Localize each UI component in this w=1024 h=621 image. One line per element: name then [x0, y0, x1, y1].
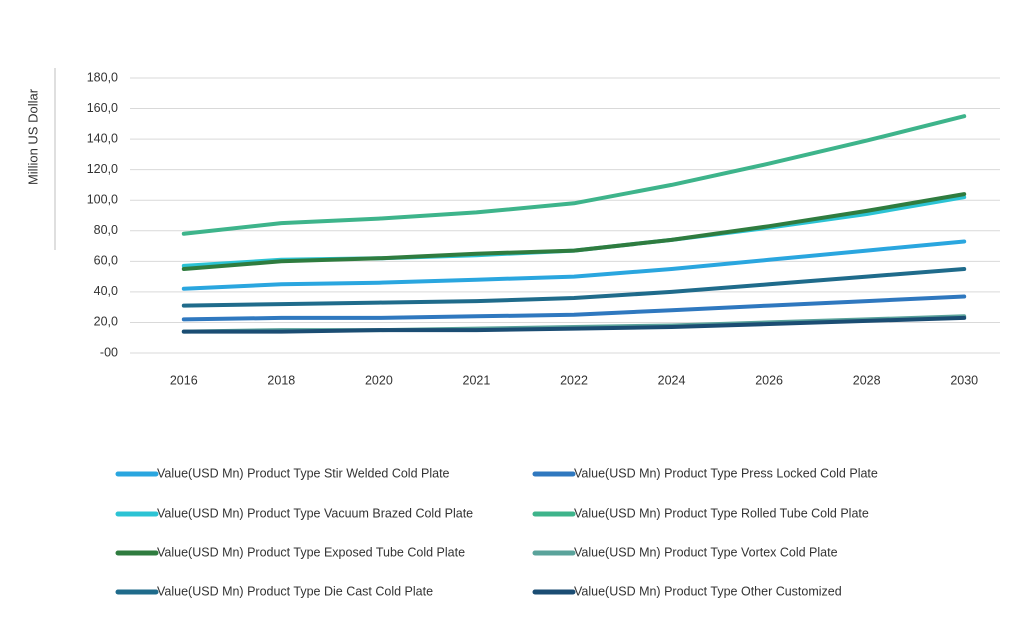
y-tick-label: 40,0 — [94, 284, 118, 298]
x-tick-label: 2018 — [267, 373, 295, 387]
series-line — [181, 315, 967, 334]
x-tick-label: 2024 — [658, 373, 686, 387]
series-line — [181, 294, 967, 322]
x-tick-label: 2016 — [170, 373, 198, 387]
y-tick-label: -00 — [100, 345, 118, 359]
series-line — [181, 192, 967, 271]
y-axis-label: Million US Dollar — [25, 88, 40, 185]
x-tick-label: 2021 — [463, 373, 491, 387]
series-line — [181, 267, 967, 308]
y-tick-label: 80,0 — [94, 223, 118, 237]
y-tick-label: 100,0 — [87, 193, 118, 207]
series-line — [181, 239, 967, 291]
y-tick-label: 20,0 — [94, 315, 118, 329]
legend-label: Value(USD Mn) Product Type Vortex Cold P… — [574, 545, 838, 559]
y-tick-label: 120,0 — [87, 162, 118, 176]
legend-label: Value(USD Mn) Product Type Die Cast Cold… — [157, 584, 433, 598]
series-line — [181, 114, 967, 236]
legend-label: Value(USD Mn) Product Type Other Customi… — [574, 584, 842, 598]
legend-label: Value(USD Mn) Product Type Press Locked … — [574, 466, 878, 480]
x-tick-label: 2026 — [755, 373, 783, 387]
series-line — [181, 195, 967, 268]
x-tick-label: 2028 — [853, 373, 881, 387]
y-tick-label: 140,0 — [87, 131, 118, 145]
legend-label: Value(USD Mn) Product Type Vacuum Brazed… — [157, 506, 473, 520]
x-tick-label: 2030 — [950, 373, 978, 387]
legend-label: Value(USD Mn) Product Type Rolled Tube C… — [574, 506, 869, 520]
y-tick-label: 180,0 — [87, 70, 118, 84]
legend-label: Value(USD Mn) Product Type Stir Welded C… — [157, 466, 450, 480]
y-tick-label: 60,0 — [94, 254, 118, 268]
x-tick-label: 2022 — [560, 373, 588, 387]
legend-label: Value(USD Mn) Product Type Exposed Tube … — [157, 545, 465, 559]
y-tick-label: 160,0 — [87, 101, 118, 115]
x-tick-label: 2020 — [365, 373, 393, 387]
